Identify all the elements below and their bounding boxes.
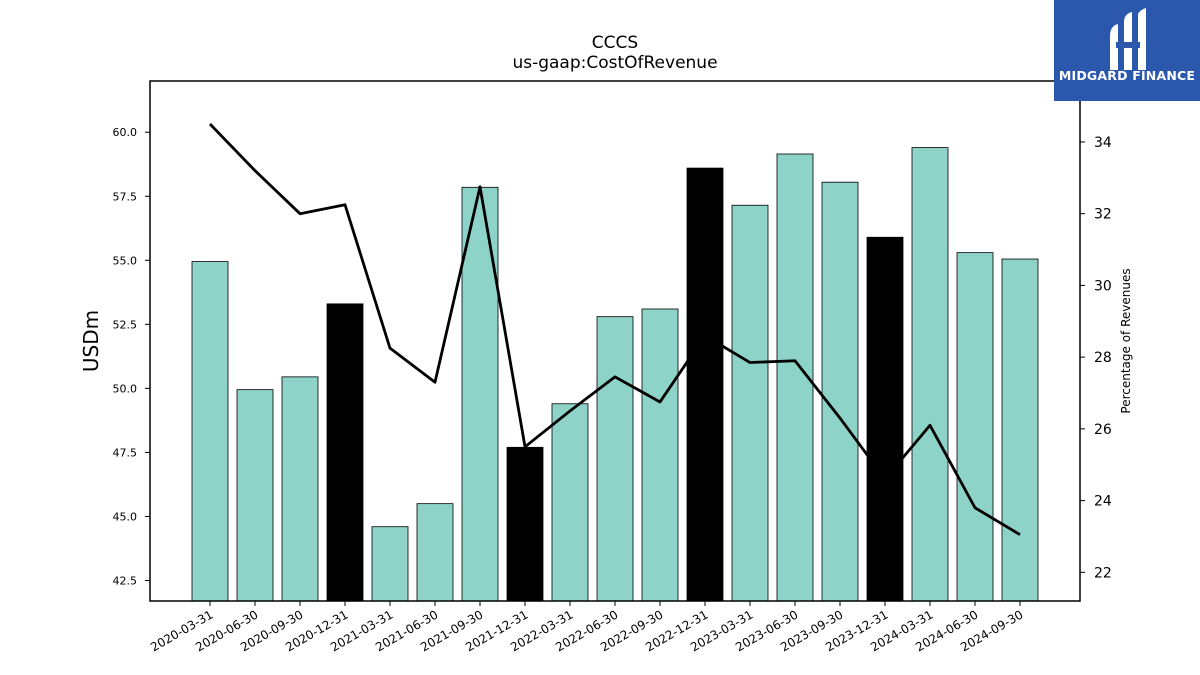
x-axis: 2020-03-312020-06-302020-09-302020-12-31… (148, 601, 1026, 654)
y-tick-label: 60.0 (113, 126, 138, 139)
bar-2023-12-31 (866, 236, 904, 602)
y2-tick-label: 32 (1094, 207, 1112, 223)
bar-2021-03-31 (371, 526, 409, 602)
bar-2020-06-30 (236, 389, 274, 602)
bar-2021-12-31 (506, 446, 544, 602)
y2-tick-label: 22 (1094, 565, 1112, 581)
bar-2023-03-31 (731, 204, 769, 602)
bar-2024-03-31 (911, 147, 949, 602)
y2-tick-label: 34 (1094, 135, 1112, 151)
y2-tick-label: 28 (1094, 350, 1112, 366)
y-axis-right: 22 24 26 28 30 32 34 (1080, 135, 1112, 581)
y-tick-label: 55.0 (113, 254, 138, 267)
bar-2021-06-30 (416, 503, 454, 602)
bar-2024-09-30 (1001, 258, 1039, 602)
bar-2020-09-30 (281, 376, 319, 602)
bar-2022-09-30 (641, 308, 679, 602)
y-tick-label: 42.5 (113, 575, 138, 588)
brand-logo: MIDGARD FINANCE (1054, 0, 1200, 101)
logo-mark-icon (1110, 8, 1146, 70)
line-group (208, 123, 1021, 536)
bar-2024-06-30 (956, 252, 994, 602)
y2-tick-label: 24 (1094, 494, 1112, 510)
bar-2022-12-31 (686, 167, 724, 602)
bar-2023-09-30 (821, 181, 859, 602)
y2-axis-label: Percentage of Revenues (1119, 268, 1133, 413)
logo-text: MIDGARD FINANCE (1058, 68, 1196, 83)
bars-group (191, 147, 1039, 602)
bar-2021-09-30 (461, 186, 499, 602)
y-axis-left: 42.5 45.0 47.5 50.0 52.5 55.0 57.5 60.0 (113, 126, 150, 588)
y-tick-label: 57.5 (113, 190, 138, 203)
y-tick-label: 45.0 (113, 510, 138, 523)
line-series (208, 123, 1021, 536)
bar-2022-03-31 (551, 403, 589, 602)
y-tick-label: 50.0 (113, 382, 138, 395)
chart-title: CCCS (592, 33, 638, 53)
bar-2022-06-30 (596, 316, 634, 602)
bar-2020-03-31 (191, 261, 229, 602)
y2-tick-label: 26 (1094, 422, 1112, 438)
chart-subtitle: us-gaap:CostOfRevenue (512, 53, 717, 73)
y2-tick-label: 30 (1094, 278, 1112, 294)
y-axis-label: USDm (79, 310, 103, 372)
y-tick-label: 47.5 (113, 446, 138, 459)
y-tick-label: 52.5 (113, 318, 138, 331)
bar-2020-12-31 (326, 303, 364, 602)
